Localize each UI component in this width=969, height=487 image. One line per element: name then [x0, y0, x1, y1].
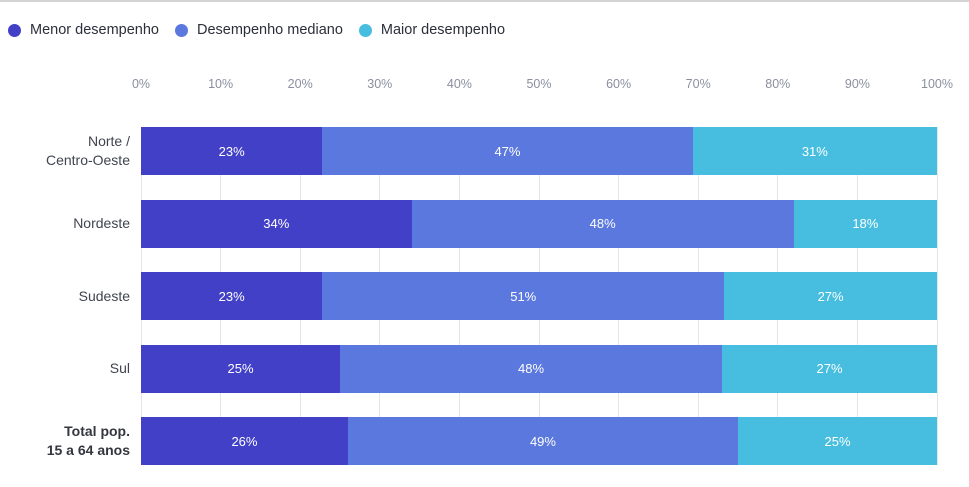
x-axis-label: 90% [844, 77, 870, 91]
bar-value-label: 34% [263, 216, 290, 231]
bar-value-label: 27% [816, 361, 843, 376]
bar-segment: 23% [141, 272, 323, 320]
x-axis-label: 20% [287, 77, 313, 91]
category-label-line: Total pop. [64, 423, 130, 439]
category-label: Total pop. 15 a 64 anos [0, 417, 130, 465]
bar-value-label: 23% [218, 288, 245, 304]
bar-value-label: 48% [518, 361, 545, 376]
legend-marker-icon [174, 23, 188, 37]
category-label-line: Norte / [87, 133, 130, 149]
legend-item-0[interactable]: Menor desempenho [8, 22, 159, 38]
bar-value-label: 18% [852, 216, 879, 231]
legend: Menor desempenho Desempenho mediano Maior … [8, 22, 505, 38]
bar-segment: 25% [141, 344, 340, 393]
bar-segment: 26% [141, 417, 348, 465]
x-axis-label: 10% [208, 77, 234, 91]
bar-value-label: 49% [529, 433, 556, 449]
bar-segment: 18% [793, 199, 937, 248]
bar-segment: 23% [141, 127, 323, 175]
x-axis-label: 50% [526, 77, 552, 91]
bar-segment: 27% [722, 344, 937, 393]
x-axis-label: 100% [921, 77, 953, 91]
x-axis-label: 30% [367, 77, 393, 91]
gridline [936, 127, 938, 465]
legend-item-2[interactable]: Maior desempenho [358, 22, 506, 38]
bar-segment: 49% [347, 417, 738, 465]
legend-item-1[interactable]: Desempenho mediano [174, 22, 343, 38]
bar-segment: 27% [724, 272, 937, 320]
bar-value-label: 25% [824, 433, 851, 449]
bar-segment: 48% [411, 199, 794, 248]
category-label: Sudeste [0, 272, 130, 320]
bar-segment: 25% [738, 417, 937, 465]
x-axis-label: 40% [446, 77, 472, 91]
legend-marker-icon [8, 23, 21, 37]
bar-segment: 34% [141, 199, 412, 248]
bar-value-label: 26% [231, 433, 258, 449]
category-label-line: Sudeste [78, 287, 130, 304]
x-axis-label: 80% [765, 77, 791, 91]
x-axis-label: 60% [606, 77, 632, 91]
bar-value-label: 23% [218, 143, 245, 159]
bar-value-label: 48% [589, 216, 616, 231]
category-label-line: Centro-Oeste [45, 152, 130, 168]
legend-label: Desempenho mediano [196, 22, 343, 38]
bar-value-label: 47% [494, 143, 521, 159]
bar-value-label: 31% [801, 143, 828, 159]
legend-label: Menor desempenho [30, 22, 159, 38]
category-label-line: Sul [109, 360, 130, 376]
x-axis-label: 0% [131, 77, 151, 91]
bar-segment: 48% [340, 344, 723, 393]
bar-segment: 47% [322, 127, 693, 175]
bar-segment: 31% [692, 127, 937, 175]
bar-segment: 51% [322, 272, 725, 320]
bar-value-label: 25% [227, 361, 254, 376]
category-label-line: Nordeste [73, 215, 130, 231]
bar-value-label: 51% [510, 288, 537, 304]
top-divider [0, 0, 969, 2]
category-label-line: 15 a 64 anos [46, 442, 130, 458]
legend-label: Maior desempenho [380, 22, 506, 38]
category-label: Nordeste [0, 200, 130, 248]
legend-marker-icon [358, 23, 372, 37]
category-label: Sul [0, 345, 130, 393]
category-label: Norte / Centro-Oeste [0, 127, 130, 175]
x-axis-label: 70% [685, 77, 711, 91]
bar-value-label: 27% [817, 288, 844, 304]
